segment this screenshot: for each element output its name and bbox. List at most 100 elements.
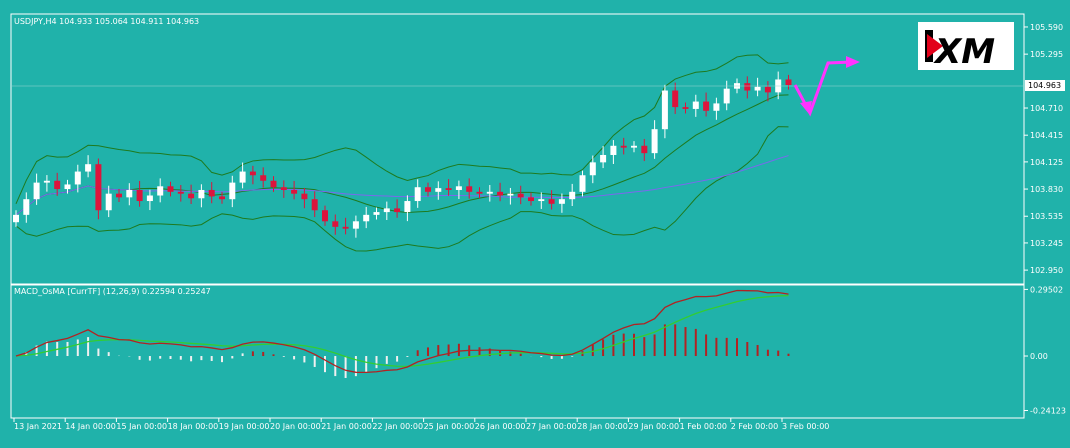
price-tick-label: 104.710: [1030, 104, 1063, 113]
candle-body: [280, 187, 287, 190]
candle-body: [33, 182, 40, 200]
macd-signal-line: [15, 294, 789, 368]
candle-body: [497, 191, 504, 196]
candle-body: [74, 171, 81, 185]
candle-body: [713, 103, 720, 111]
bollinger-lower: [15, 126, 789, 252]
x-tick-label: 3 Feb 00:00: [782, 422, 829, 431]
candle-body: [631, 145, 637, 148]
candle-body: [291, 189, 298, 194]
candle-body: [528, 197, 534, 202]
x-tick-label: 22 Jan 00:00: [372, 422, 423, 431]
x-tick-label: 29 Jan 00:00: [628, 422, 679, 431]
price-tick-label: 104.125: [1030, 158, 1063, 167]
x-tick-label: 28 Jan 00:00: [577, 422, 628, 431]
candle-body: [167, 186, 174, 192]
candle-body: [157, 186, 164, 196]
candle-body: [404, 201, 411, 213]
price-pane-frame: [10, 13, 1025, 285]
candle-body: [785, 79, 792, 85]
current-price-tag: [1025, 80, 1065, 91]
candle-body: [146, 195, 153, 202]
candle-body: [198, 189, 205, 199]
candle-body: [466, 186, 473, 192]
candle-body: [260, 175, 267, 181]
candle-body: [682, 107, 689, 109]
price-tick-label: 103.830: [1030, 185, 1063, 194]
macd-tick-label: 0.29502: [1030, 285, 1063, 294]
candle-body: [95, 164, 102, 211]
candle-body: [414, 187, 421, 202]
x-tick-label: 14 Jan 00:00: [65, 422, 116, 431]
price-tick-label: 105.295: [1030, 50, 1063, 59]
candle-body: [661, 90, 668, 130]
macd-indicator: [15, 289, 790, 378]
candle-body: [188, 193, 195, 199]
candle-body: [558, 199, 565, 204]
x-tick-label: 15 Jan 00:00: [116, 422, 167, 431]
candle-body: [610, 145, 617, 155]
candle-body: [311, 199, 318, 211]
candle-body: [270, 180, 277, 188]
moving-average: [15, 155, 789, 216]
candle-body: [754, 86, 761, 91]
price-tick-label: 104.415: [1030, 131, 1063, 140]
candle-body: [239, 171, 246, 183]
candle-body: [352, 221, 359, 229]
x-tick-label: 2 Feb 00:00: [731, 422, 778, 431]
bollinger-upper: [15, 54, 789, 204]
candle-body: [126, 189, 133, 198]
price-tick-label: 103.535: [1030, 212, 1063, 221]
candle-body: [476, 191, 483, 194]
projection-arrow: [793, 56, 860, 117]
candle-body: [425, 187, 431, 192]
symbol-header: USDJPY,H4 104.933 105.064 104.911 104.96…: [14, 17, 199, 26]
candle-body: [373, 212, 380, 215]
macd-tick-label: -0.24123: [1030, 407, 1066, 416]
candle-body: [548, 199, 555, 204]
bollinger-bands: [15, 54, 789, 252]
candle-body: [177, 191, 184, 194]
candle-body: [641, 145, 648, 154]
candle-body: [651, 129, 658, 154]
price-tick-label: 105.590: [1030, 23, 1063, 32]
x-tick-label: 21 Jan 00:00: [321, 422, 372, 431]
candle-body: [600, 154, 607, 163]
candle-body: [672, 90, 679, 108]
candle-body: [105, 193, 112, 211]
candle-body: [13, 214, 19, 223]
x-tick-label: 26 Jan 00:00: [475, 422, 526, 431]
candle-body: [620, 145, 627, 148]
price-y-axis: 105.590 105.295 104.710 104.415 104.125 103.8…: [1024, 23, 1063, 275]
candle-body: [703, 101, 710, 111]
xm-logo-text: XM: [933, 32, 995, 72]
x-tick-label: 13 Jan 2021: [14, 422, 62, 431]
macd-tick-label: 0.00: [1030, 352, 1048, 361]
candle-body: [394, 208, 401, 213]
price-tick-label: 102.950: [1030, 266, 1063, 275]
candle-body: [342, 226, 349, 229]
candle-body: [507, 193, 514, 196]
price-tick-label: 103.245: [1030, 239, 1063, 248]
candle-body: [445, 188, 452, 190]
candle-body: [486, 191, 493, 194]
candle-body: [208, 189, 215, 197]
candle-body: [764, 86, 771, 93]
x-tick-label: 19 Jan 00:00: [219, 422, 270, 431]
candle-body: [363, 214, 370, 222]
candle-body: [744, 83, 751, 91]
candle-body: [43, 180, 50, 183]
x-tick-label: 20 Jan 00:00: [270, 422, 321, 431]
x-axis: 13 Jan 2021 14 Jan 00:00 15 Jan 00:00 18 Ja…: [13, 418, 829, 431]
candle-body: [538, 199, 545, 202]
candle-body: [136, 189, 143, 202]
candle-body: [322, 210, 328, 222]
x-tick-label: 1 Feb 00:00: [680, 422, 727, 431]
candle-body: [332, 221, 339, 227]
candle-body: [116, 193, 122, 198]
candle-body: [54, 180, 61, 190]
macd-y-axis: 0.29502 0.00 -0.24123: [1024, 285, 1066, 416]
candle-body: [589, 162, 596, 176]
